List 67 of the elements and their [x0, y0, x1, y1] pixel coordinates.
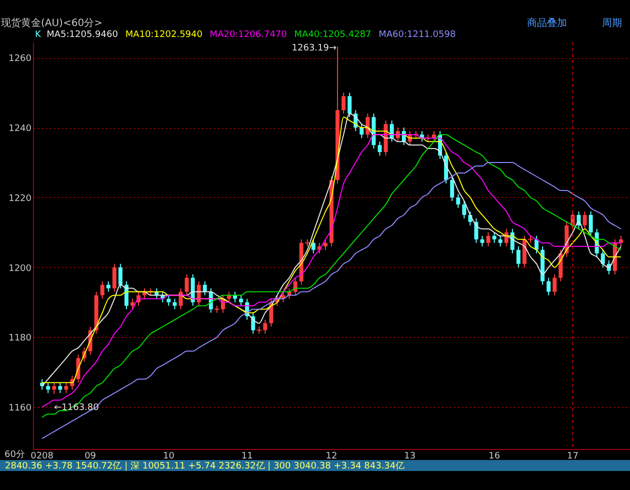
candlestick	[474, 218, 478, 244]
candlestick	[293, 277, 298, 296]
y-tick-label: 1200	[8, 264, 32, 274]
candlestick	[178, 288, 183, 310]
candlestick	[58, 382, 62, 394]
candlestick	[462, 200, 466, 219]
text: MA5:1205.9460	[46, 30, 118, 40]
candlestick	[450, 176, 454, 202]
candlestick	[112, 263, 116, 292]
candlestick	[239, 294, 244, 306]
text: MA20:1206.7470	[210, 30, 288, 40]
candlestick	[600, 249, 605, 268]
x-tick-label: 10	[162, 452, 175, 462]
candlestick	[64, 382, 68, 394]
text: K	[35, 30, 42, 40]
candlestick	[456, 193, 460, 208]
candlestick	[124, 280, 128, 310]
x-tick-label: 17	[566, 452, 578, 462]
candlestick	[480, 235, 484, 247]
text: MA10:1202.5940	[125, 30, 203, 40]
annotation: 1263.19→	[292, 44, 337, 54]
candlestick	[342, 92, 346, 114]
candlestick	[52, 382, 56, 394]
x-tick-label: 11	[241, 452, 253, 462]
x-tick-label: 12	[326, 452, 338, 462]
candlestick	[552, 274, 557, 296]
candlestick	[390, 120, 394, 142]
candlestick	[311, 238, 316, 254]
x-tick-label: 09	[84, 452, 96, 462]
candlestick	[184, 274, 189, 296]
candlestick	[100, 280, 104, 300]
y-tick-label: 1220	[8, 194, 32, 204]
y-tick-label: 1180	[8, 334, 32, 344]
candlestick	[46, 382, 50, 394]
candlestick	[106, 280, 110, 292]
line-series	[42, 162, 622, 440]
candlestick	[202, 280, 207, 296]
candlestick	[130, 298, 134, 310]
candlestick	[588, 210, 593, 236]
candlestick	[498, 235, 502, 247]
candlestick	[486, 232, 490, 247]
y-tick-label: 1260	[8, 54, 32, 64]
candlestick	[323, 238, 328, 250]
x-tick-label: 0208	[30, 452, 54, 462]
text: MA60:1211.0598	[378, 30, 456, 40]
x-tick-label: 16	[488, 452, 500, 462]
text: MA40:1205.4287	[294, 30, 372, 40]
candlestick	[492, 232, 496, 244]
candlestick	[378, 141, 382, 156]
candlestick	[251, 312, 256, 334]
candlestick	[618, 235, 623, 247]
y-tick-label: 1160	[8, 404, 32, 414]
candlestick	[582, 210, 587, 230]
candlestick	[118, 263, 122, 289]
text: 2840.36 +3.78 1540.72亿 | 深 10051.11 +5.74 2326.32亿 | 300 3040.38 +3.34 843.34亿	[5, 460, 405, 472]
x-tick-label: 13	[404, 452, 416, 462]
x-axis-title: 60分	[4, 449, 25, 460]
candlestick	[172, 298, 177, 310]
candlestick	[546, 277, 551, 296]
y-tick-label: 1240	[8, 124, 32, 134]
candlestick	[360, 124, 364, 139]
text: 周期	[602, 17, 622, 29]
text: 商品叠加	[527, 17, 567, 29]
chart-title: 现货黄金(AU)<60分>	[1, 17, 102, 29]
candlestick	[166, 294, 171, 306]
candlestick	[348, 92, 352, 118]
candlestick	[516, 246, 520, 268]
